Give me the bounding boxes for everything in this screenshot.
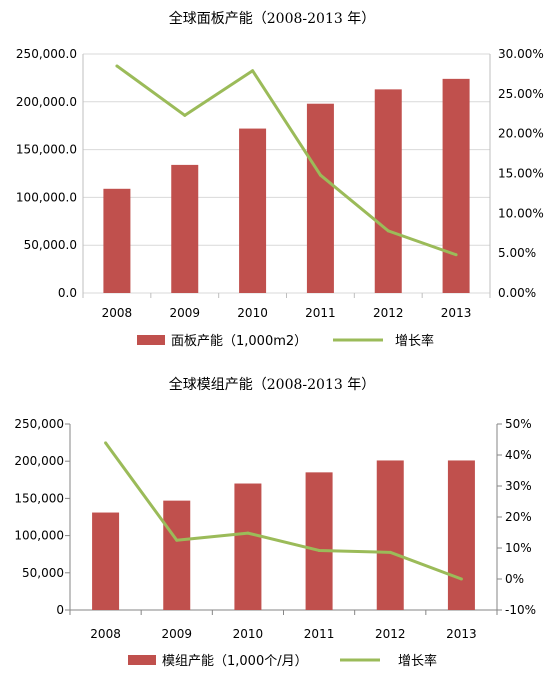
y-right-tick-label: 30% (505, 479, 532, 493)
x-tick-label: 2010 (237, 306, 268, 320)
y-right-tick-label: 0% (505, 572, 524, 586)
growth-rate-line (116, 64, 457, 257)
bar-2008 (92, 512, 120, 610)
y-left-tick-label: 50,000 (22, 566, 64, 580)
y-left-tick-label: 150,000.0 (16, 143, 77, 157)
bar-2013 (447, 460, 475, 610)
growth-rate-point-2009 (175, 538, 179, 542)
bar-2009 (171, 164, 199, 293)
y-right-tick-label: 25.00% (498, 87, 544, 101)
y-left-tick-label: 200,000 (14, 454, 64, 468)
growth-rate-point-2012 (386, 229, 390, 233)
growth-rate-point-2011 (317, 548, 321, 552)
legend-bar-label: 面板产能（1,000m2） (171, 334, 307, 349)
y-left-tick-label: 0.0 (58, 286, 77, 300)
x-tick-label: 2013 (441, 306, 472, 320)
bar-2010 (239, 128, 267, 293)
x-tick-label: 2008 (90, 627, 121, 641)
y-left-tick-label: 0 (56, 603, 64, 617)
chart-title: 全球面板产能（2008-2013 年） (169, 10, 375, 27)
x-tick-label: 2012 (375, 627, 406, 641)
y-right-tick-label: 30.00% (498, 47, 544, 61)
y-right-tick-label: 5.00% (498, 246, 536, 260)
legend-bar-swatch (128, 655, 156, 665)
x-tick-label: 2012 (373, 306, 404, 320)
y-right-tick-label: -10% (505, 603, 536, 617)
bar-2012 (374, 89, 402, 293)
y-left-tick-label: 150,000 (14, 491, 64, 505)
growth-rate-point-2010 (246, 531, 250, 535)
x-tick-label: 2011 (305, 306, 336, 320)
y-right-tick-label: 20.00% (498, 127, 544, 141)
growth-rate-point-2011 (318, 173, 322, 177)
y-left-tick-label: 250,000.0 (16, 47, 77, 61)
growth-rate-line (104, 442, 462, 581)
x-tick-label: 2008 (102, 306, 133, 320)
chart-title: 全球模组产能（2008-2013 年） (169, 376, 375, 393)
bar-2012 (376, 460, 404, 610)
bar-2008 (103, 188, 131, 293)
bar-2011 (305, 472, 333, 610)
y-right-tick-label: 15.00% (498, 167, 544, 181)
y-right-tick-label: 0.00% (498, 286, 536, 300)
growth-rate-point-2008 (104, 441, 108, 445)
bar-2009 (163, 500, 191, 610)
x-tick-label: 2009 (169, 306, 200, 320)
growth-rate-point-2012 (388, 550, 392, 554)
y-left-tick-label: 100,000.0 (16, 190, 77, 204)
y-left-tick-label: 250,000 (14, 417, 64, 431)
x-tick-label: 2010 (233, 627, 264, 641)
y-left-tick-label: 200,000.0 (16, 95, 77, 109)
bar-2013 (442, 78, 470, 293)
bar-2011 (306, 103, 334, 293)
y-right-tick-label: 10% (505, 541, 532, 555)
y-left-tick-label: 100,000 (14, 529, 64, 543)
y-right-tick-label: 10.00% (498, 206, 544, 220)
y-right-tick-label: 40% (505, 448, 532, 462)
growth-rate-point-2013 (454, 253, 458, 257)
bar-2010 (234, 483, 262, 610)
legend-line-label: 增长率 (395, 333, 434, 349)
x-tick-label: 2013 (446, 627, 477, 641)
x-tick-label: 2011 (304, 627, 335, 641)
x-tick-label: 2009 (161, 627, 192, 641)
growth-rate-point-2013 (459, 577, 463, 581)
growth-rate-point-2010 (251, 69, 255, 73)
growth-rate-point-2008 (115, 64, 119, 68)
growth-rate-point-2009 (183, 113, 187, 117)
y-right-tick-label: 20% (505, 510, 532, 524)
y-right-tick-label: 50% (505, 417, 532, 431)
legend-bar-swatch (137, 335, 165, 345)
y-left-tick-label: 50,000.0 (24, 238, 77, 252)
legend-bar-label: 模组产能（1,000个/月） (162, 654, 308, 669)
legend-line-label: 增长率 (398, 653, 437, 669)
